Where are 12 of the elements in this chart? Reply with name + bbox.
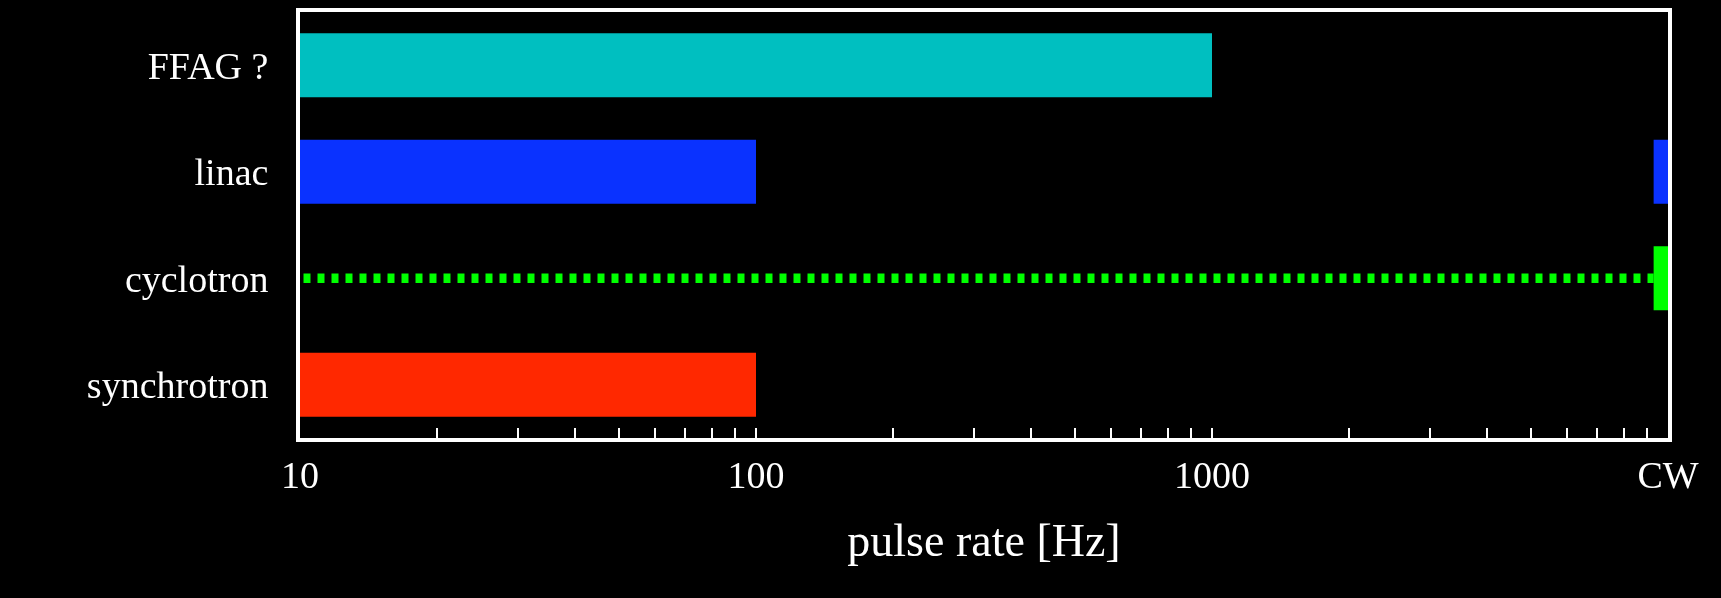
y-tick-label: synchrotron [86, 364, 269, 407]
bar [300, 273, 1654, 284]
x-tick-label: 100 [727, 453, 785, 496]
x-tick-label: 1000 [1174, 453, 1250, 496]
x-tick-label: CW [1637, 453, 1699, 496]
bar [1653, 139, 1668, 204]
x-tick-label: 10 [281, 453, 319, 496]
bar [1653, 246, 1668, 311]
y-tick-label: cyclotron [124, 257, 269, 300]
y-tick-label: linac [194, 151, 269, 194]
x-axis-title: pulse rate [Hz] [847, 514, 1121, 566]
y-tick-label: FFAG ? [147, 44, 269, 87]
